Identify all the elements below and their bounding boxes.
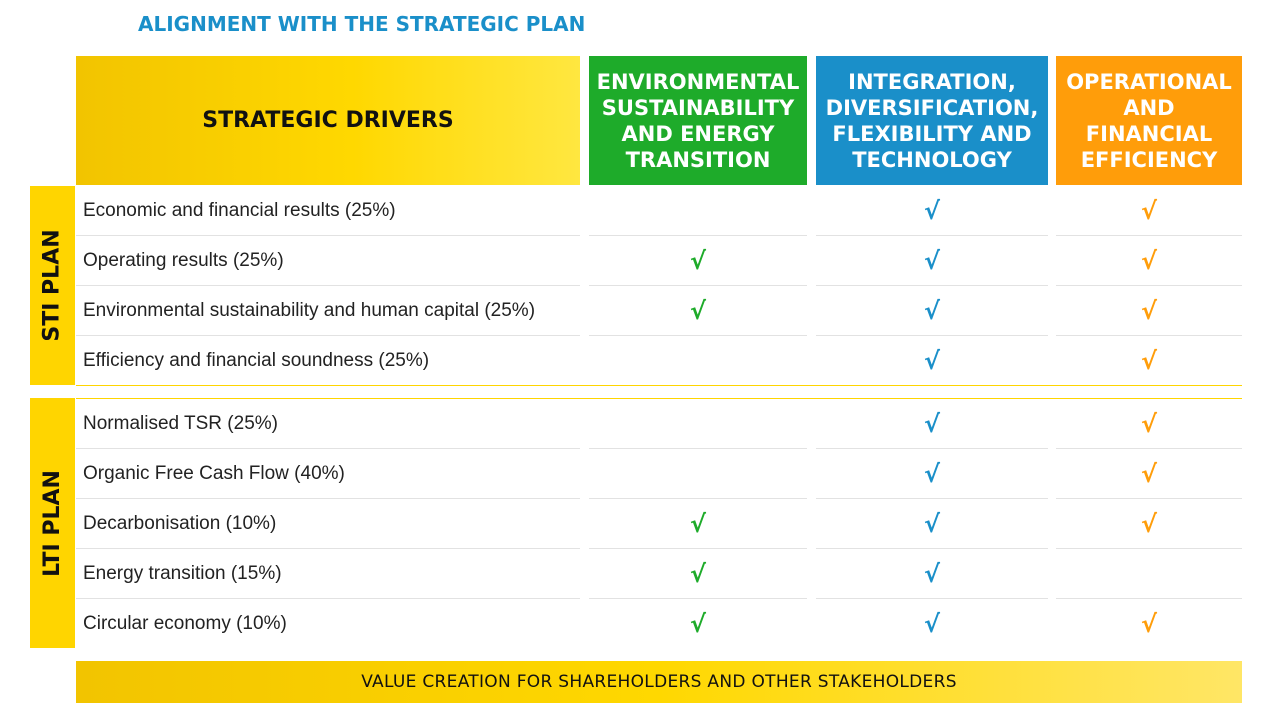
- cell-divider: [76, 448, 580, 449]
- lti-row: Energy transition (15%) √ √: [76, 549, 1242, 599]
- cell-divider: [76, 498, 580, 499]
- header-integration-diversification: INTEGRATION, DIVERSIFICATION, FLEXIBILIT…: [816, 56, 1048, 185]
- check-icon-operational: √: [1140, 197, 1157, 225]
- lti-row: Decarbonisation (10%) √ √ √: [76, 499, 1242, 549]
- check-icon-integration: √: [923, 247, 940, 275]
- cell-divider: [1056, 548, 1242, 549]
- cell-divider: [76, 548, 580, 549]
- cell-divider: [76, 598, 580, 599]
- sti-row-label: Environmental sustainability and human c…: [83, 300, 536, 321]
- footer-banner: VALUE CREATION FOR SHAREHOLDERS AND OTHE…: [76, 661, 1242, 703]
- lti-row-label: Normalised TSR (25%): [83, 413, 278, 434]
- check-icon-operational: √: [1140, 510, 1157, 538]
- lti-row: Circular economy (10%) √ √ √: [76, 599, 1242, 649]
- cell-divider: [816, 498, 1048, 499]
- check-icon-integration: √: [923, 297, 940, 325]
- cell-divider: [816, 448, 1048, 449]
- check-icon-operational: √: [1140, 460, 1157, 488]
- cell-divider: [816, 285, 1048, 286]
- page-title: ALIGNMENT WITH THE STRATEGIC PLAN: [138, 12, 586, 36]
- cell-divider: [589, 498, 807, 499]
- lti-row: Normalised TSR (25%) √ √: [76, 399, 1242, 449]
- check-icon-integration: √: [923, 410, 940, 438]
- sti-row-label: Economic and financial results (25%): [83, 200, 396, 221]
- check-icon-operational: √: [1140, 297, 1157, 325]
- check-icon-operational: √: [1140, 610, 1157, 638]
- cell-divider: [589, 335, 807, 336]
- cell-divider: [1056, 285, 1242, 286]
- cell-divider: [589, 285, 807, 286]
- sti-row: Operating results (25%) √ √ √: [76, 236, 1242, 286]
- check-icon-environmental: √: [689, 297, 706, 325]
- header-operational-efficiency: OPERATIONAL AND FINANCIAL EFFICIENCY: [1056, 56, 1242, 185]
- lti-row-label: Decarbonisation (10%): [83, 513, 277, 534]
- cell-divider: [76, 335, 580, 336]
- sti-plan-label: STI PLAN: [30, 186, 75, 385]
- lti-plan-label: LTI PLAN: [30, 398, 75, 648]
- lti-row-label: Circular economy (10%): [83, 613, 287, 634]
- cell-divider: [589, 235, 807, 236]
- check-icon-integration: √: [923, 560, 940, 588]
- cell-divider: [76, 235, 580, 236]
- check-icon-integration: √: [923, 510, 940, 538]
- check-icon-operational: √: [1140, 347, 1157, 375]
- cell-divider: [816, 335, 1048, 336]
- check-icon-environmental: √: [689, 560, 706, 588]
- check-icon-integration: √: [923, 460, 940, 488]
- cell-divider: [589, 548, 807, 549]
- cell-divider: [1056, 598, 1242, 599]
- cell-divider: [816, 548, 1048, 549]
- check-icon-operational: √: [1140, 410, 1157, 438]
- lti-row-label: Energy transition (15%): [83, 563, 282, 584]
- cell-divider: [1056, 448, 1242, 449]
- cell-divider: [589, 448, 807, 449]
- check-icon-environmental: √: [689, 510, 706, 538]
- cell-divider: [589, 598, 807, 599]
- cell-divider: [1056, 498, 1242, 499]
- sti-row-label: Operating results (25%): [83, 250, 284, 271]
- lti-plan-text: LTI PLAN: [40, 469, 65, 577]
- check-icon-integration: √: [923, 610, 940, 638]
- lti-row: Organic Free Cash Flow (40%) √ √: [76, 449, 1242, 499]
- sti-bottom-divider: [76, 385, 1242, 386]
- lti-row-label: Organic Free Cash Flow (40%): [83, 463, 345, 484]
- sti-row-label: Efficiency and financial soundness (25%): [83, 350, 430, 371]
- check-icon-environmental: √: [689, 610, 706, 638]
- sti-row: Economic and financial results (25%) √ √: [76, 186, 1242, 236]
- cell-divider: [816, 235, 1048, 236]
- header-environmental-sustainability: ENVIRONMENTAL SUSTAINABILITY AND ENERGY …: [589, 56, 807, 185]
- check-icon-operational: √: [1140, 247, 1157, 275]
- check-icon-integration: √: [923, 197, 940, 225]
- check-icon-integration: √: [923, 347, 940, 375]
- header-strategic-drivers: STRATEGIC DRIVERS: [76, 56, 580, 185]
- sti-row: Environmental sustainability and human c…: [76, 286, 1242, 336]
- cell-divider: [76, 285, 580, 286]
- check-icon-environmental: √: [689, 247, 706, 275]
- cell-divider: [1056, 235, 1242, 236]
- lti-top-divider: [76, 398, 1242, 399]
- cell-divider: [816, 598, 1048, 599]
- cell-divider: [1056, 335, 1242, 336]
- sti-row: Efficiency and financial soundness (25%)…: [76, 336, 1242, 386]
- sti-plan-text: STI PLAN: [40, 229, 65, 342]
